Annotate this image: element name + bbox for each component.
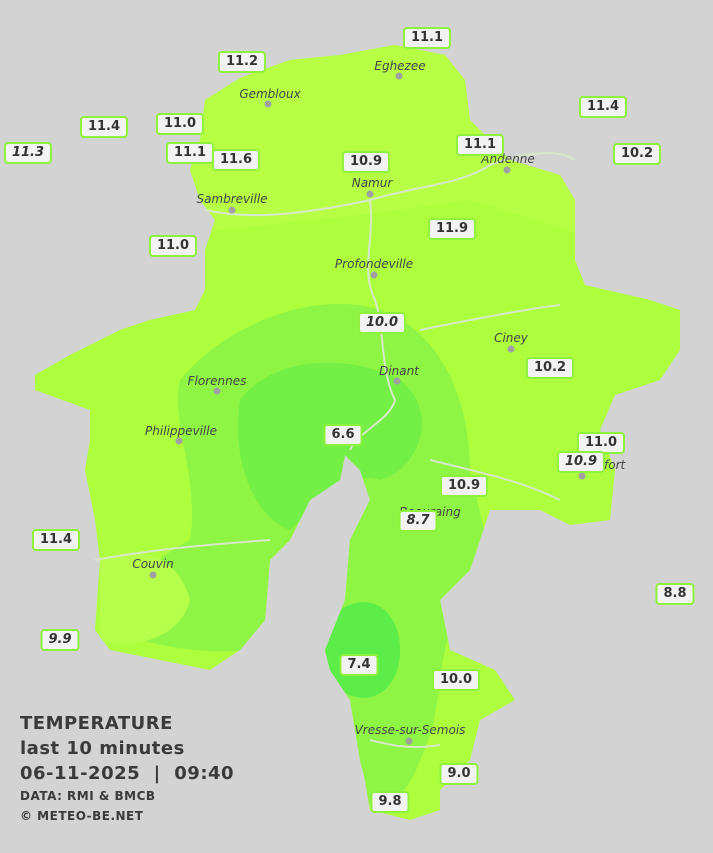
- city-dot: [228, 206, 236, 214]
- temperature-reading: 9.9: [40, 629, 80, 651]
- legend-title: TEMPERATURE: [20, 713, 173, 734]
- city-dot: [264, 100, 272, 108]
- temperature-reading: 6.6: [323, 424, 363, 446]
- temperature-reading: 11.0: [576, 432, 626, 454]
- legend-source: DATA: RMI & BMCB: [20, 789, 156, 803]
- city-dot: [366, 190, 374, 198]
- city-name: Namur: [351, 176, 393, 190]
- temperature-reading: 11.1: [165, 142, 215, 164]
- temperature-reading: 10.9: [439, 475, 489, 497]
- city-dot: [175, 437, 183, 445]
- city-dot: [149, 571, 157, 579]
- temperature-reading: 11.4: [578, 96, 628, 118]
- rivers: [94, 152, 576, 749]
- temperature-reading: 11.6: [211, 149, 261, 171]
- city-dot: [393, 377, 401, 385]
- temperature-reading: 11.2: [217, 51, 267, 73]
- temperature-reading: 10.2: [525, 357, 575, 379]
- temperature-reading: 8.7: [398, 510, 438, 532]
- temperature-reading: 8.8: [655, 583, 695, 605]
- temperature-reading: 11.4: [79, 116, 129, 138]
- temperature-reading: 10.0: [431, 669, 481, 691]
- city-dot: [578, 472, 586, 480]
- temperature-reading: 10.0: [357, 312, 407, 334]
- city-name: Couvin: [132, 557, 174, 571]
- legend-period: last 10 minutes: [20, 738, 185, 759]
- temperature-reading: 11.1: [402, 27, 452, 49]
- legend: TEMPERATURE last 10 minutes 06-11-2025 |…: [20, 711, 234, 826]
- legend-copyright: © METEO-BE.NET: [20, 809, 144, 823]
- temperature-reading: 10.9: [341, 151, 391, 173]
- city-dot: [503, 166, 511, 174]
- city-name: Profondeville: [334, 257, 414, 271]
- temperature-reading: 11.0: [155, 113, 205, 135]
- temperature-reading: 11.1: [455, 134, 505, 156]
- temperature-reading: 11.9: [427, 218, 477, 240]
- city-dot: [405, 737, 413, 745]
- temperature-reading: 11.3: [3, 142, 53, 164]
- city-name: Vresse-sur-Semois: [354, 723, 466, 737]
- temperature-reading: 10.9: [556, 451, 606, 473]
- city-dot: [213, 387, 221, 395]
- city-name: Florennes: [187, 374, 247, 388]
- city-name: Sambreville: [196, 192, 268, 206]
- city-name: Philippeville: [145, 424, 217, 438]
- temperature-reading: 11.4: [31, 529, 81, 551]
- city-dot: [395, 72, 403, 80]
- temperature-reading: 10.2: [612, 143, 662, 165]
- city-name: Ciney: [494, 331, 528, 345]
- city-name: Gembloux: [239, 87, 301, 101]
- temperature-reading: 11.0: [148, 235, 198, 257]
- city-dot: [370, 271, 378, 279]
- city-name: Dinant: [379, 364, 419, 378]
- city-dot: [507, 345, 515, 353]
- temperature-reading: 9.0: [439, 763, 479, 785]
- legend-datetime: 06-11-2025 | 09:40: [20, 763, 235, 784]
- temperature-reading: 9.8: [370, 791, 410, 813]
- city-name: Eghezee: [374, 59, 426, 73]
- temperature-reading: 7.4: [339, 654, 379, 676]
